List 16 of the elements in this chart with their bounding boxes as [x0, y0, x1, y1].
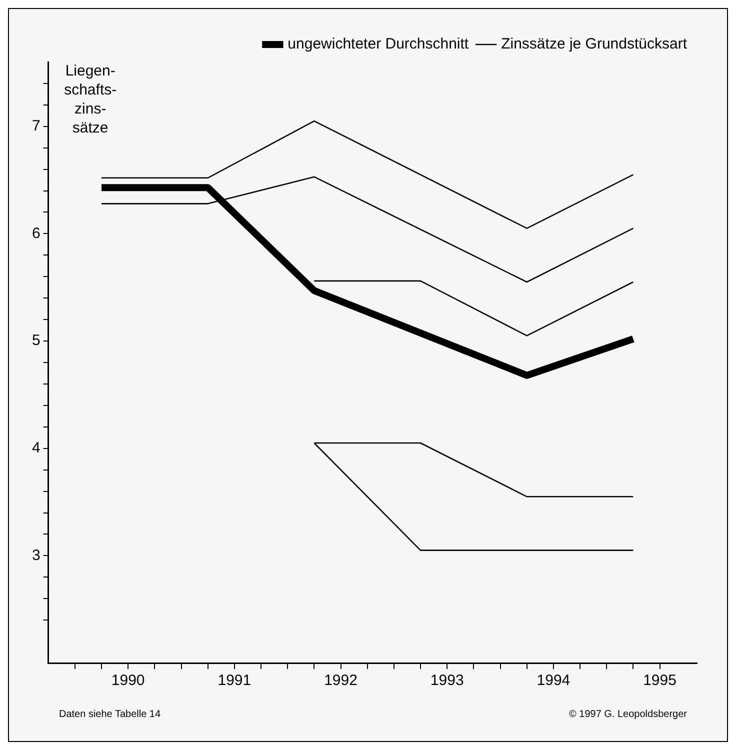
y-tick-label: 3 [32, 546, 40, 564]
x-tick-label: 1990 [111, 672, 145, 690]
legend-label: ungewichteter Durchschnitt [288, 36, 470, 53]
x-tick-label: 1991 [218, 672, 252, 690]
x-tick-label: 1993 [430, 672, 464, 690]
x-tick-label: 1995 [643, 672, 676, 690]
y-axis-title: Liegen- schafts- zins- sätze [64, 62, 117, 137]
y-tick-label: 6 [32, 224, 40, 242]
y-tick-label: 7 [32, 118, 40, 135]
x-tick-label: 1994 [536, 672, 570, 690]
y-tick-label: 4 [32, 440, 40, 456]
text: Daten siehe Tabelle 14 [59, 709, 161, 720]
text: © 1997 G. Leopoldsberger [568, 709, 687, 720]
x-tick-label: 1992 [324, 672, 358, 690]
legend-label: Zinssätze je Grundstücksart [501, 36, 688, 53]
y-tick-label: 5 [32, 332, 40, 350]
